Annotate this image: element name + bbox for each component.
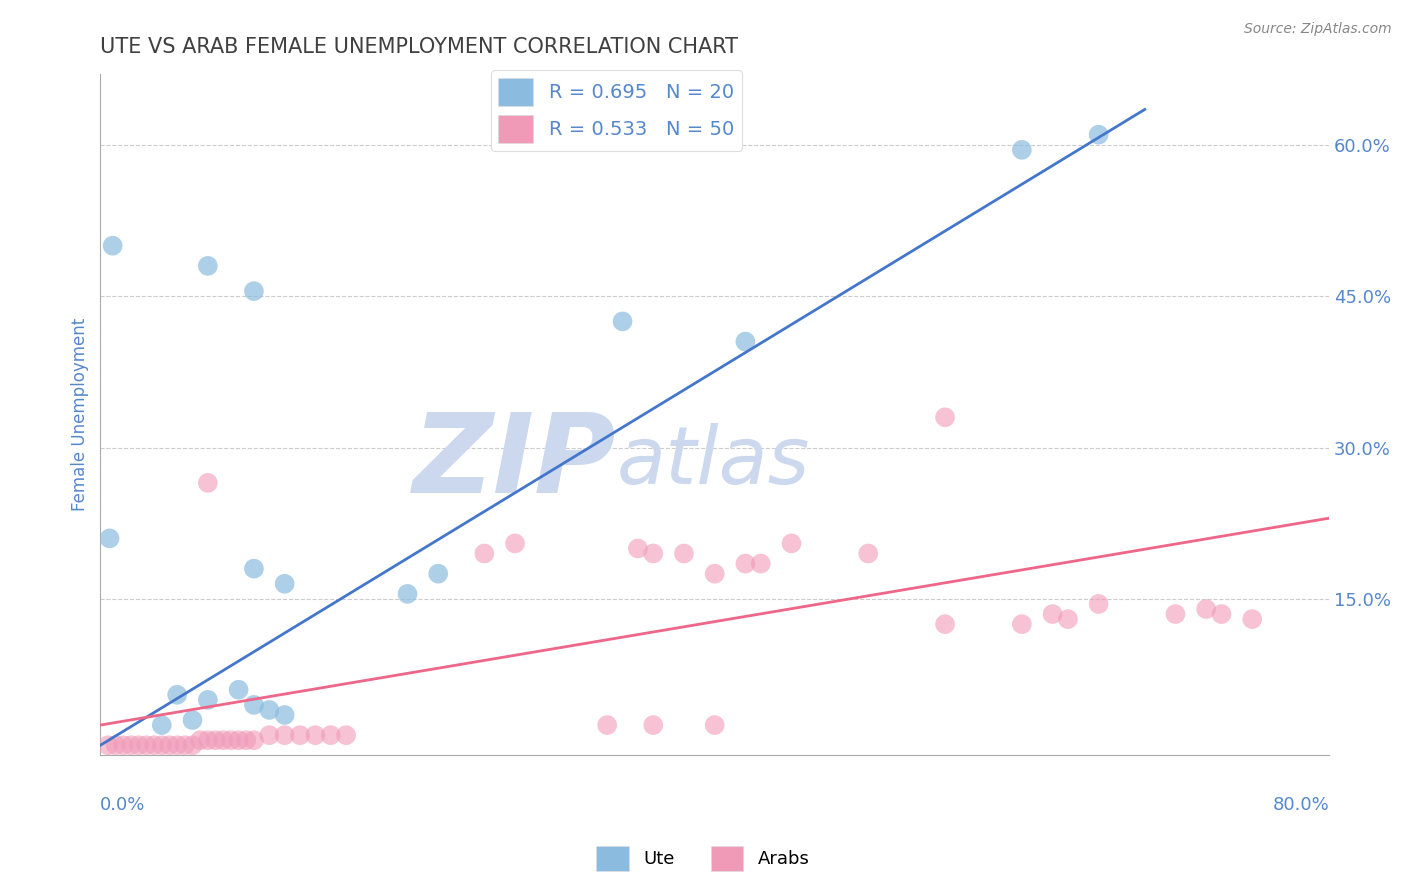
Point (243, 284, 266, 298)
Point (703, 718, 725, 732)
Point (612, 314, 634, 328)
Point (643, 547, 665, 561)
Point (243, 698, 266, 712)
Point (304, 728, 326, 742)
Point (672, 547, 695, 561)
Point (1011, 143, 1033, 157)
Point (128, 738, 150, 752)
Point (204, 733, 226, 747)
Point (104, 738, 127, 752)
Point (396, 587, 419, 601)
Point (1057, 612, 1080, 626)
Point (596, 718, 619, 732)
Point (98, 532, 121, 546)
Point (749, 557, 772, 571)
Text: atlas: atlas (616, 424, 810, 501)
Point (159, 738, 181, 752)
Point (150, 718, 173, 732)
Point (934, 617, 956, 632)
Point (243, 561, 266, 575)
Point (173, 738, 195, 752)
Text: ZIP: ZIP (413, 409, 616, 516)
Point (288, 728, 311, 742)
Point (427, 566, 450, 581)
Point (112, 738, 135, 752)
Point (197, 693, 219, 707)
Point (273, 728, 295, 742)
Y-axis label: Female Unemployment: Female Unemployment (72, 318, 89, 511)
Point (166, 688, 188, 702)
Point (197, 475, 219, 490)
Point (197, 733, 219, 747)
Point (101, 238, 124, 252)
Point (319, 728, 342, 742)
Point (228, 733, 250, 747)
Point (703, 566, 725, 581)
Text: 80.0%: 80.0% (1272, 797, 1329, 814)
Point (235, 733, 257, 747)
Point (934, 410, 956, 425)
Legend: Ute, Arabs: Ute, Arabs (589, 838, 817, 879)
Point (181, 738, 204, 752)
Point (1164, 607, 1187, 621)
Point (1011, 617, 1033, 632)
Point (858, 547, 880, 561)
Text: UTE VS ARAB FEMALE UNEMPLOYMENT CORRELATION CHART: UTE VS ARAB FEMALE UNEMPLOYMENT CORRELAT… (100, 37, 738, 57)
Point (1211, 607, 1233, 621)
Point (780, 536, 803, 550)
Point (1087, 597, 1109, 611)
Point (273, 708, 295, 723)
Point (181, 713, 204, 727)
Point (166, 738, 188, 752)
Point (734, 334, 756, 349)
Point (97, 738, 120, 752)
Point (143, 738, 166, 752)
Text: 0.0%: 0.0% (100, 797, 146, 814)
Point (734, 557, 756, 571)
Point (188, 733, 211, 747)
Point (135, 738, 157, 752)
Point (243, 733, 266, 747)
Point (212, 733, 235, 747)
Point (1087, 128, 1109, 142)
Point (1241, 612, 1264, 626)
Point (503, 536, 526, 550)
Point (120, 738, 142, 752)
Point (150, 738, 173, 752)
Point (259, 728, 281, 742)
Point (1042, 607, 1064, 621)
Text: Source: ZipAtlas.com: Source: ZipAtlas.com (1244, 22, 1392, 37)
Point (472, 547, 495, 561)
Point (1195, 602, 1218, 616)
Point (273, 576, 295, 591)
Point (627, 541, 650, 556)
Point (228, 682, 250, 697)
Point (335, 728, 357, 742)
Point (259, 703, 281, 717)
Legend: R = 0.695   N = 20, R = 0.533   N = 50: R = 0.695 N = 20, R = 0.533 N = 50 (491, 70, 742, 151)
Point (197, 259, 219, 273)
Point (219, 733, 242, 747)
Point (643, 718, 665, 732)
